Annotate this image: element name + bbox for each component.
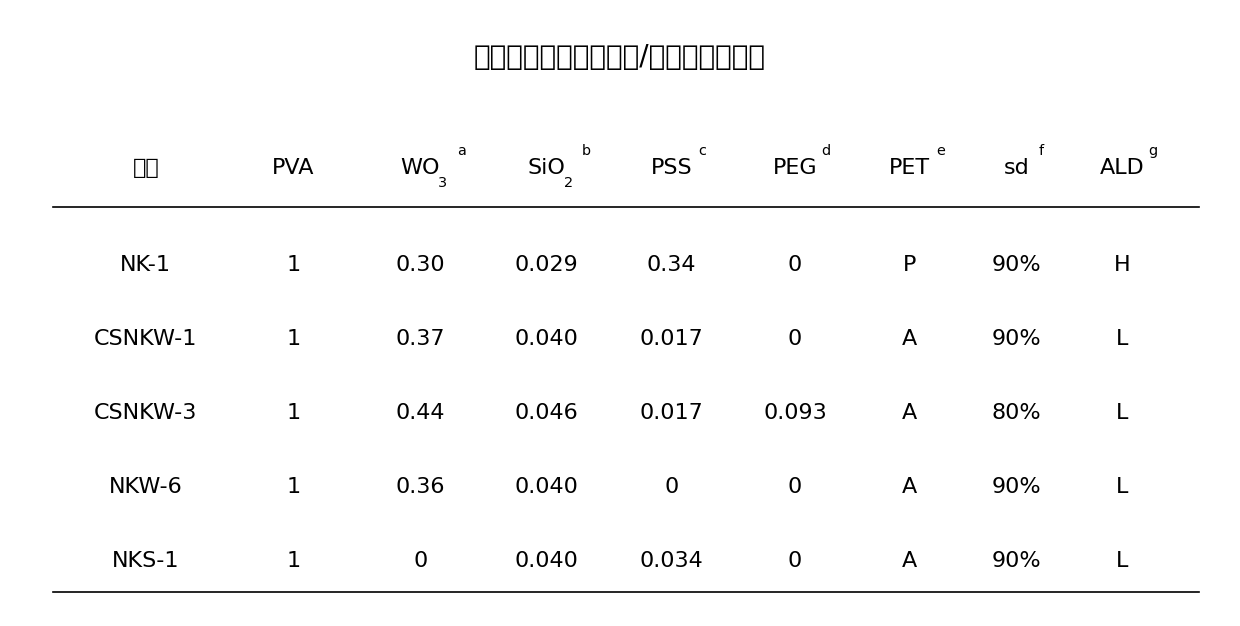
- Text: f: f: [1039, 143, 1044, 158]
- Text: H: H: [1115, 255, 1131, 275]
- Text: PEG: PEG: [773, 158, 817, 178]
- Text: 90%: 90%: [992, 552, 1042, 572]
- Text: e: e: [936, 143, 945, 158]
- Text: 1: 1: [286, 552, 300, 572]
- Text: 0.040: 0.040: [515, 552, 578, 572]
- Text: L: L: [1116, 403, 1128, 423]
- Text: A: A: [901, 403, 918, 423]
- Text: L: L: [1116, 477, 1128, 497]
- Text: 90%: 90%: [992, 477, 1042, 497]
- Text: 0: 0: [787, 255, 802, 275]
- Text: PET: PET: [889, 158, 930, 178]
- Text: sd: sd: [1003, 158, 1029, 178]
- Text: CSNKW-3: CSNKW-3: [94, 403, 197, 423]
- Text: 1: 1: [286, 477, 300, 497]
- Text: b: b: [583, 143, 591, 158]
- Text: SiO: SiO: [527, 158, 565, 178]
- Text: 0.017: 0.017: [640, 329, 703, 349]
- Text: a: a: [456, 143, 465, 158]
- Text: 0.029: 0.029: [515, 255, 578, 275]
- Text: 0.040: 0.040: [515, 329, 578, 349]
- Text: 0.36: 0.36: [396, 477, 445, 497]
- Text: 0: 0: [413, 552, 428, 572]
- Text: CSNKW-1: CSNKW-1: [94, 329, 197, 349]
- Text: d: d: [821, 143, 831, 158]
- Text: NK-1: NK-1: [120, 255, 171, 275]
- Text: 0: 0: [665, 477, 678, 497]
- Text: g: g: [1148, 143, 1158, 158]
- Text: NKS-1: NKS-1: [112, 552, 180, 572]
- Text: 0.017: 0.017: [640, 403, 703, 423]
- Text: L: L: [1116, 552, 1128, 572]
- Text: 0.040: 0.040: [515, 477, 578, 497]
- Text: 0: 0: [787, 477, 802, 497]
- Text: 90%: 90%: [992, 255, 1042, 275]
- Text: A: A: [901, 329, 918, 349]
- Text: 0.30: 0.30: [396, 255, 445, 275]
- Text: 编号: 编号: [133, 158, 159, 178]
- Text: 0.093: 0.093: [763, 403, 827, 423]
- Text: 0: 0: [787, 552, 802, 572]
- Text: A: A: [901, 552, 918, 572]
- Text: 3: 3: [438, 177, 448, 190]
- Text: 0.034: 0.034: [640, 552, 703, 572]
- Text: ALD: ALD: [1100, 158, 1145, 178]
- Text: 1: 1: [286, 329, 300, 349]
- Text: 0.046: 0.046: [515, 403, 578, 423]
- Text: WO: WO: [401, 158, 440, 178]
- Text: L: L: [1116, 329, 1128, 349]
- Text: 1: 1: [286, 255, 300, 275]
- Text: P: P: [903, 255, 916, 275]
- Text: c: c: [698, 143, 707, 158]
- Text: NKW-6: NKW-6: [109, 477, 182, 497]
- Text: PSS: PSS: [651, 158, 693, 178]
- Text: A: A: [901, 477, 918, 497]
- Text: 0.37: 0.37: [396, 329, 445, 349]
- Text: 2: 2: [564, 177, 573, 190]
- Text: 90%: 90%: [992, 329, 1042, 349]
- Text: PVA: PVA: [273, 158, 315, 178]
- Text: 80%: 80%: [992, 403, 1042, 423]
- Text: 1: 1: [286, 403, 300, 423]
- Text: 催化剂载体用杂化无机/高分子膜的组成: 催化剂载体用杂化无机/高分子膜的组成: [474, 43, 766, 71]
- Text: 0.44: 0.44: [396, 403, 445, 423]
- Text: 0.34: 0.34: [647, 255, 697, 275]
- Text: 0: 0: [787, 329, 802, 349]
